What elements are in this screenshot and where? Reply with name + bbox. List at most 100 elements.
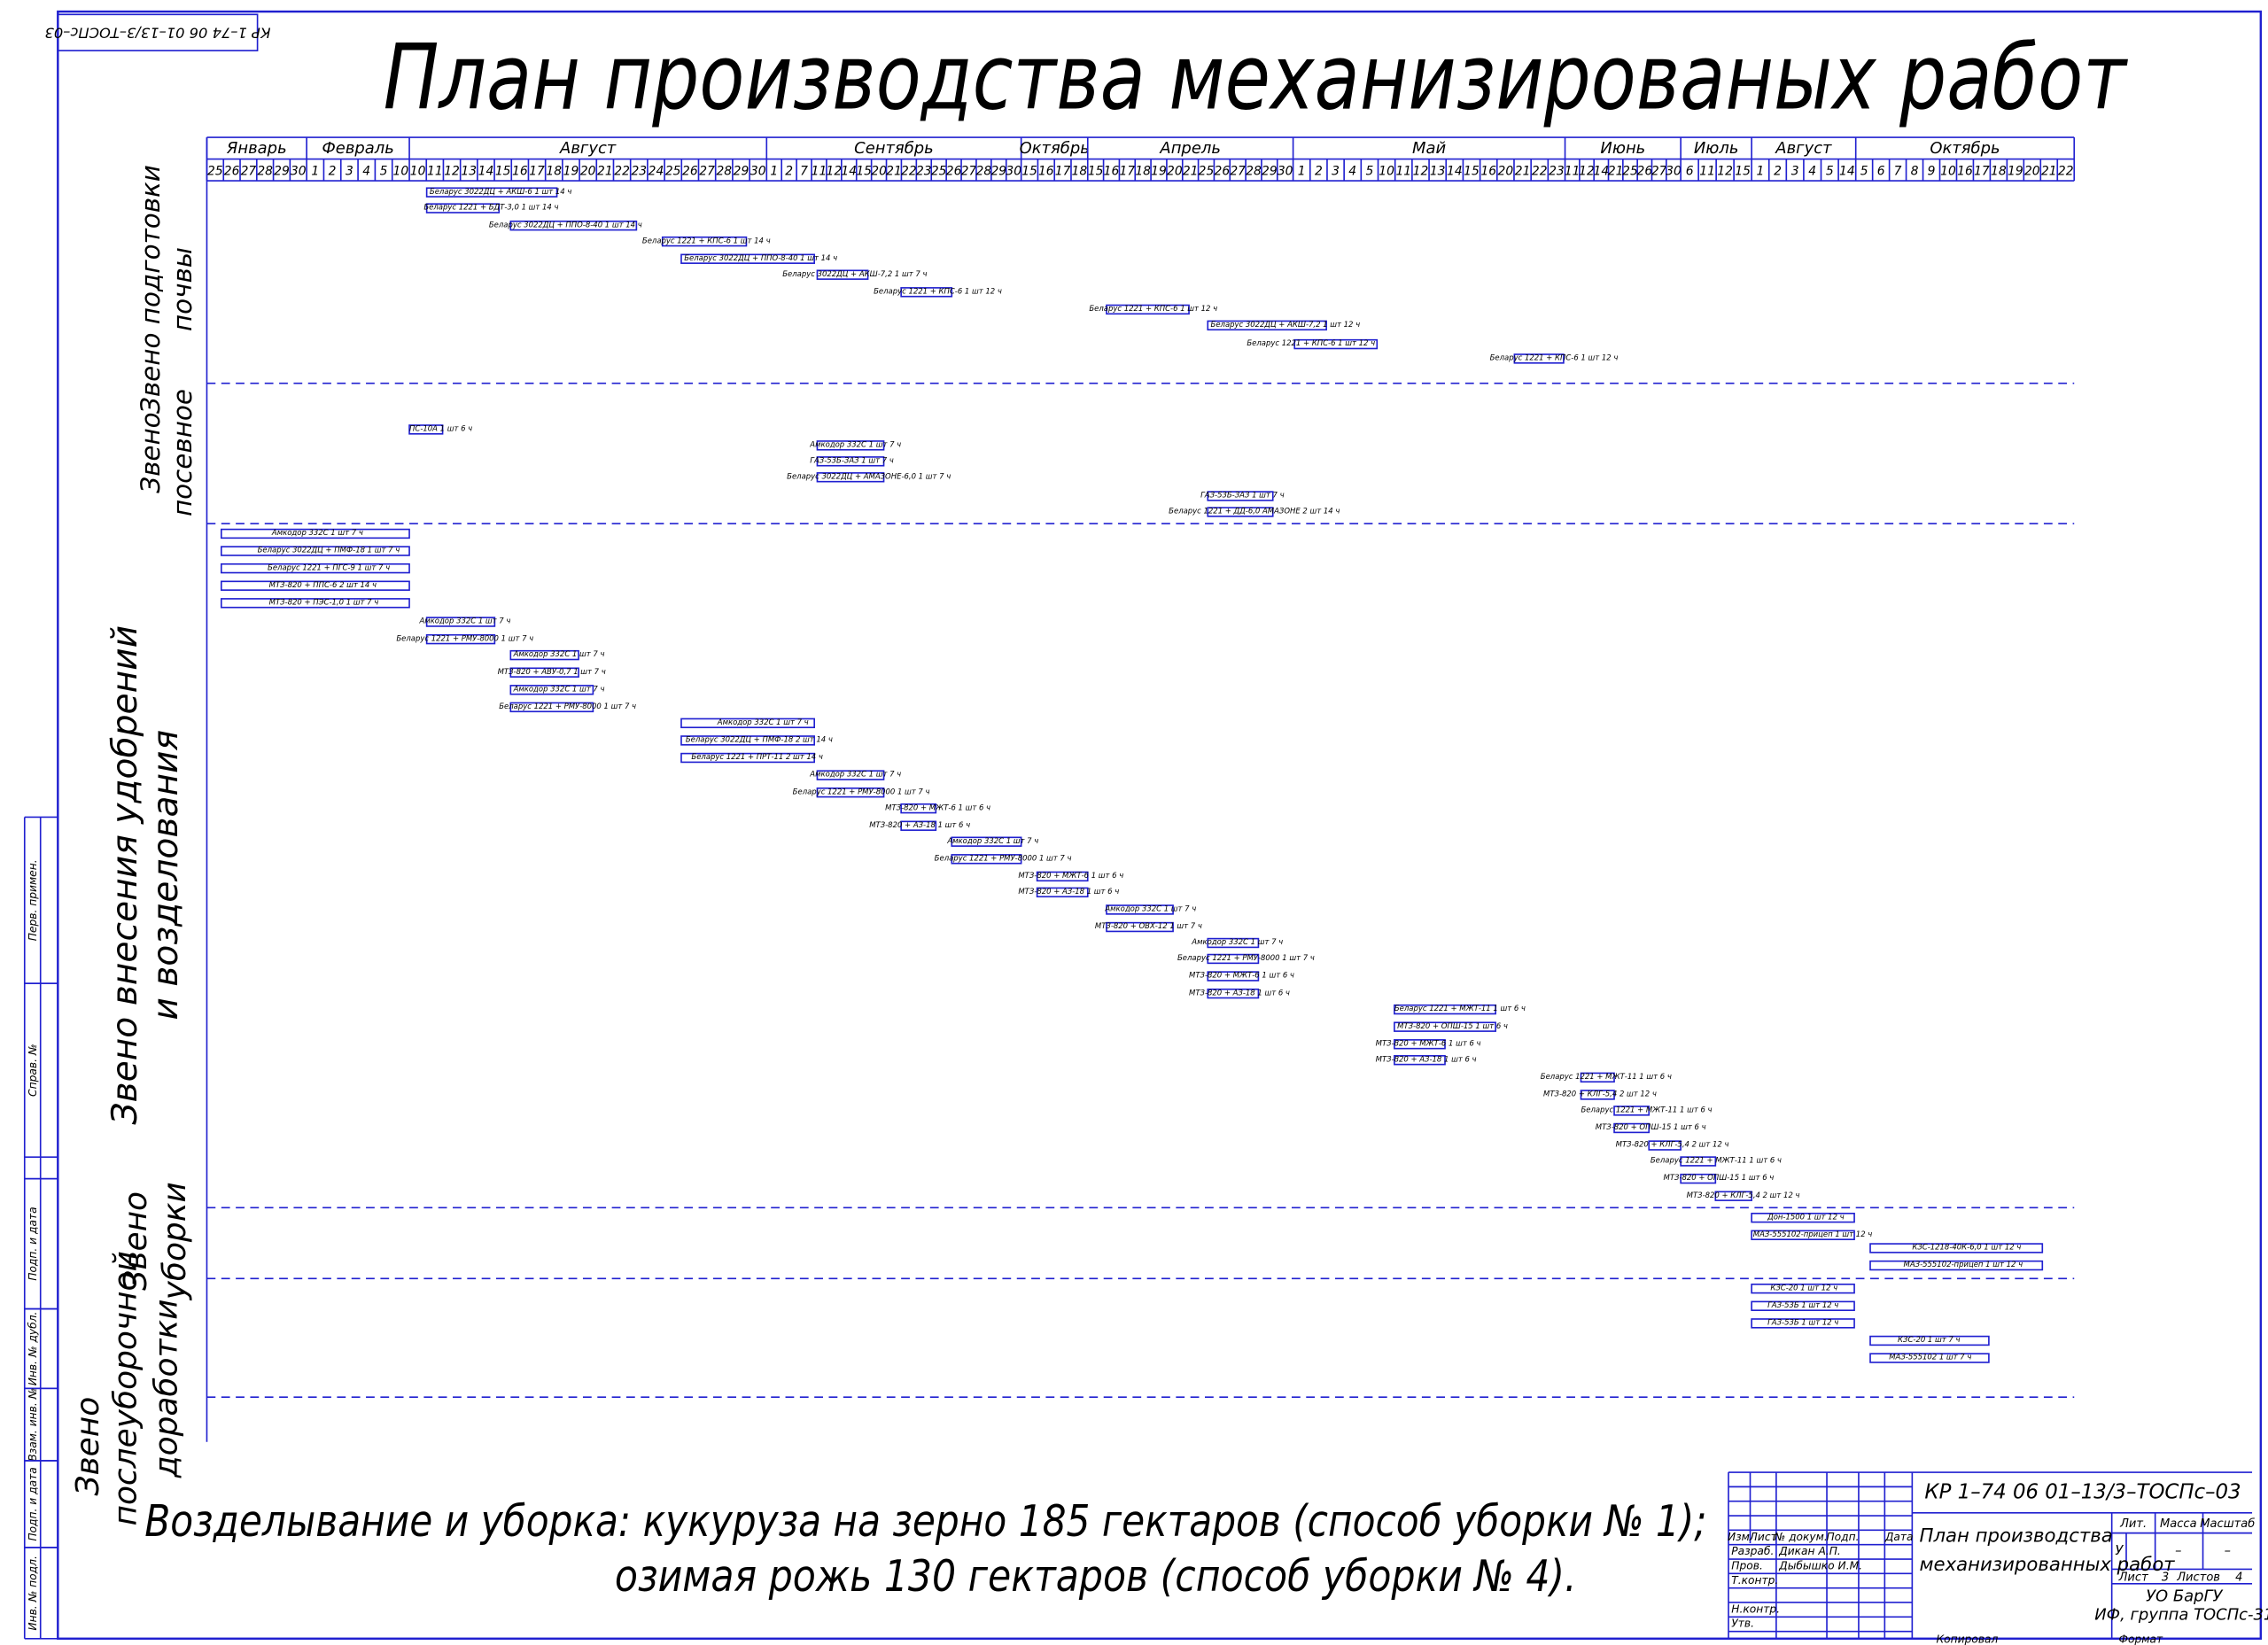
title-block-text: Масса xyxy=(2160,1517,2197,1531)
task-bar xyxy=(1751,1283,1855,1294)
task-label: Беларус 1221 + РМУ-8000 1 шт 7 ч xyxy=(1177,953,1315,962)
stamp-label: Перв. примен. xyxy=(27,859,39,941)
task-label: Амкодор 332С 1 шт 7 ч xyxy=(1191,937,1283,946)
day-label: 10 xyxy=(1940,165,1956,179)
task-label: Беларус 1221 + РМУ-8000 1 шт 7 ч xyxy=(793,787,930,795)
day-label: 15 xyxy=(1088,165,1104,179)
task-label: МАЗ-555102-прицеп 1 шт 12 ч xyxy=(1753,1230,1873,1238)
day-label: 10 xyxy=(410,165,426,179)
day-label: 4 xyxy=(1348,165,1356,179)
day-label: 16 xyxy=(1104,165,1120,179)
day-label: 16 xyxy=(512,165,528,179)
stamp-top: КР 1–74 06 01–13/3–ТОСПс–03 xyxy=(44,24,270,41)
stamp-label: Подп. и дата xyxy=(27,1467,39,1540)
month-label: Январь xyxy=(226,139,287,158)
day-label: 15 xyxy=(1021,165,1037,179)
task-bar xyxy=(1869,1260,2044,1271)
task-label: Беларус 3022ДЦ + ППО-8-40 1 шт 14 ч xyxy=(489,220,642,229)
stamp-label: Взам. инв. № xyxy=(27,1388,39,1462)
month-label: Октябрь xyxy=(1930,139,2000,158)
day-label: 22 xyxy=(614,165,630,179)
task-bar xyxy=(951,854,1022,865)
task-bar xyxy=(425,203,501,213)
task-label: МТЗ-820 + МЖТ-6 1 шт 6 ч xyxy=(1189,971,1294,980)
section-label: и возделования xyxy=(146,730,186,1020)
day-label: 11 xyxy=(1565,165,1581,179)
day-label: 16 xyxy=(1480,165,1496,179)
task-bar xyxy=(1580,1072,1615,1083)
day-label: 30 xyxy=(750,165,766,179)
task-bar xyxy=(680,253,815,264)
day-label: 11 xyxy=(812,165,827,179)
task-label: Беларус 3022ДЦ + АКШ-7,2 1 шт 12 ч xyxy=(1211,320,1361,329)
day-label: 28 xyxy=(257,165,273,179)
task-bar xyxy=(220,580,410,591)
day-label: 19 xyxy=(1151,165,1167,179)
task-label: КЗС-20 1 шт 12 ч xyxy=(1770,1283,1837,1292)
title-block-text: 3 xyxy=(2162,1571,2169,1584)
title-block-text: Лист xyxy=(1749,1531,1778,1543)
day-label: 29 xyxy=(1262,165,1278,179)
day-label: 3 xyxy=(1791,165,1799,179)
task-label: Амкодор 332С 1 шт 7 ч xyxy=(271,528,363,537)
day-label: 14 xyxy=(841,165,857,179)
task-bar xyxy=(425,617,496,627)
day-label: 29 xyxy=(990,165,1006,179)
day-label: 28 xyxy=(716,165,732,179)
day-label: 30 xyxy=(291,165,307,179)
month-label: Август xyxy=(559,139,617,158)
task-bar xyxy=(425,633,496,645)
day-label: 26 xyxy=(1637,165,1653,179)
day-label: 19 xyxy=(2008,165,2023,179)
task-label: Беларус 1221 + МЖТ-11 1 шт 6 ч xyxy=(1541,1072,1672,1081)
day-label: 25 xyxy=(1199,165,1215,179)
task-label: МТЗ-820 + ОПШ-15 1 шт 6 ч xyxy=(1397,1021,1508,1030)
day-label: 27 xyxy=(1230,165,1246,179)
task-bar xyxy=(1394,1004,1496,1015)
task-bar xyxy=(1036,887,1089,898)
section-label: Звено xyxy=(136,412,166,493)
day-label: 21 xyxy=(886,165,902,179)
section-label: послеуборочной xyxy=(108,1251,144,1525)
task-label: МТЗ-820 + МЖТ-6 1 шт 6 ч xyxy=(1376,1038,1481,1047)
day-label: 6 xyxy=(1877,165,1885,179)
section-label: Звено подготовки xyxy=(136,165,166,414)
task-bar xyxy=(1613,1106,1651,1116)
task-label: МТЗ-820 + АЗ-18 1 шт 6 ч xyxy=(1376,1054,1477,1063)
task-bar xyxy=(1394,1039,1446,1050)
task-bar xyxy=(1207,491,1274,501)
task-label: ГАЗ-53Б 1 шт 12 ч xyxy=(1767,1318,1838,1327)
task-label: ПС-10А 1 шт 6 ч xyxy=(409,424,472,433)
day-label: 8 xyxy=(1911,165,1919,179)
section-label: Звено xyxy=(70,1397,106,1496)
task-bar xyxy=(1207,937,1260,949)
title-block-text: ИФ, группа ТОСПс-31 xyxy=(2094,1606,2268,1625)
title-block-text: Изм xyxy=(1728,1531,1750,1543)
task-bar xyxy=(1751,1230,1855,1241)
task-bar xyxy=(1106,904,1174,915)
task-label: Беларус 1221 + КПС-6 1 шт 14 ч xyxy=(642,236,771,244)
title-block-text: – xyxy=(2225,1543,2231,1558)
day-label: 16 xyxy=(1038,165,1054,179)
day-label: 21 xyxy=(1608,165,1624,179)
task-bar xyxy=(1207,320,1327,331)
stamp-label: Инв. № подл. xyxy=(27,1556,39,1630)
task-label: Дон-1500 1 шт 12 ч xyxy=(1767,1212,1845,1221)
task-bar xyxy=(1751,1318,1855,1329)
task-label: Беларус 1221 + КПС-6 1 шт 12 ч xyxy=(1089,304,1217,313)
day-label: 20 xyxy=(1167,165,1183,179)
day-label: 11 xyxy=(1395,165,1411,179)
month-label: Июль xyxy=(1694,139,1739,158)
title-block-text: УО БарГУ xyxy=(2146,1587,2223,1605)
day-label: 20 xyxy=(580,165,596,179)
day-label: 27 xyxy=(961,165,977,179)
task-label: КЗС-20 1 шт 7 ч xyxy=(1898,1335,1960,1344)
task-label: Амкодор 332С 1 шт 7 ч xyxy=(809,439,901,448)
task-bar xyxy=(900,820,937,831)
title-block-text: Лит. xyxy=(2119,1517,2147,1531)
task-bar xyxy=(900,287,953,298)
task-label: КЗС-1218-40К-6,0 1 шт 12 ч xyxy=(1912,1243,2021,1252)
day-label: 17 xyxy=(529,165,545,179)
day-label: 30 xyxy=(1666,165,1682,179)
section-label: уборки xyxy=(157,1182,193,1300)
